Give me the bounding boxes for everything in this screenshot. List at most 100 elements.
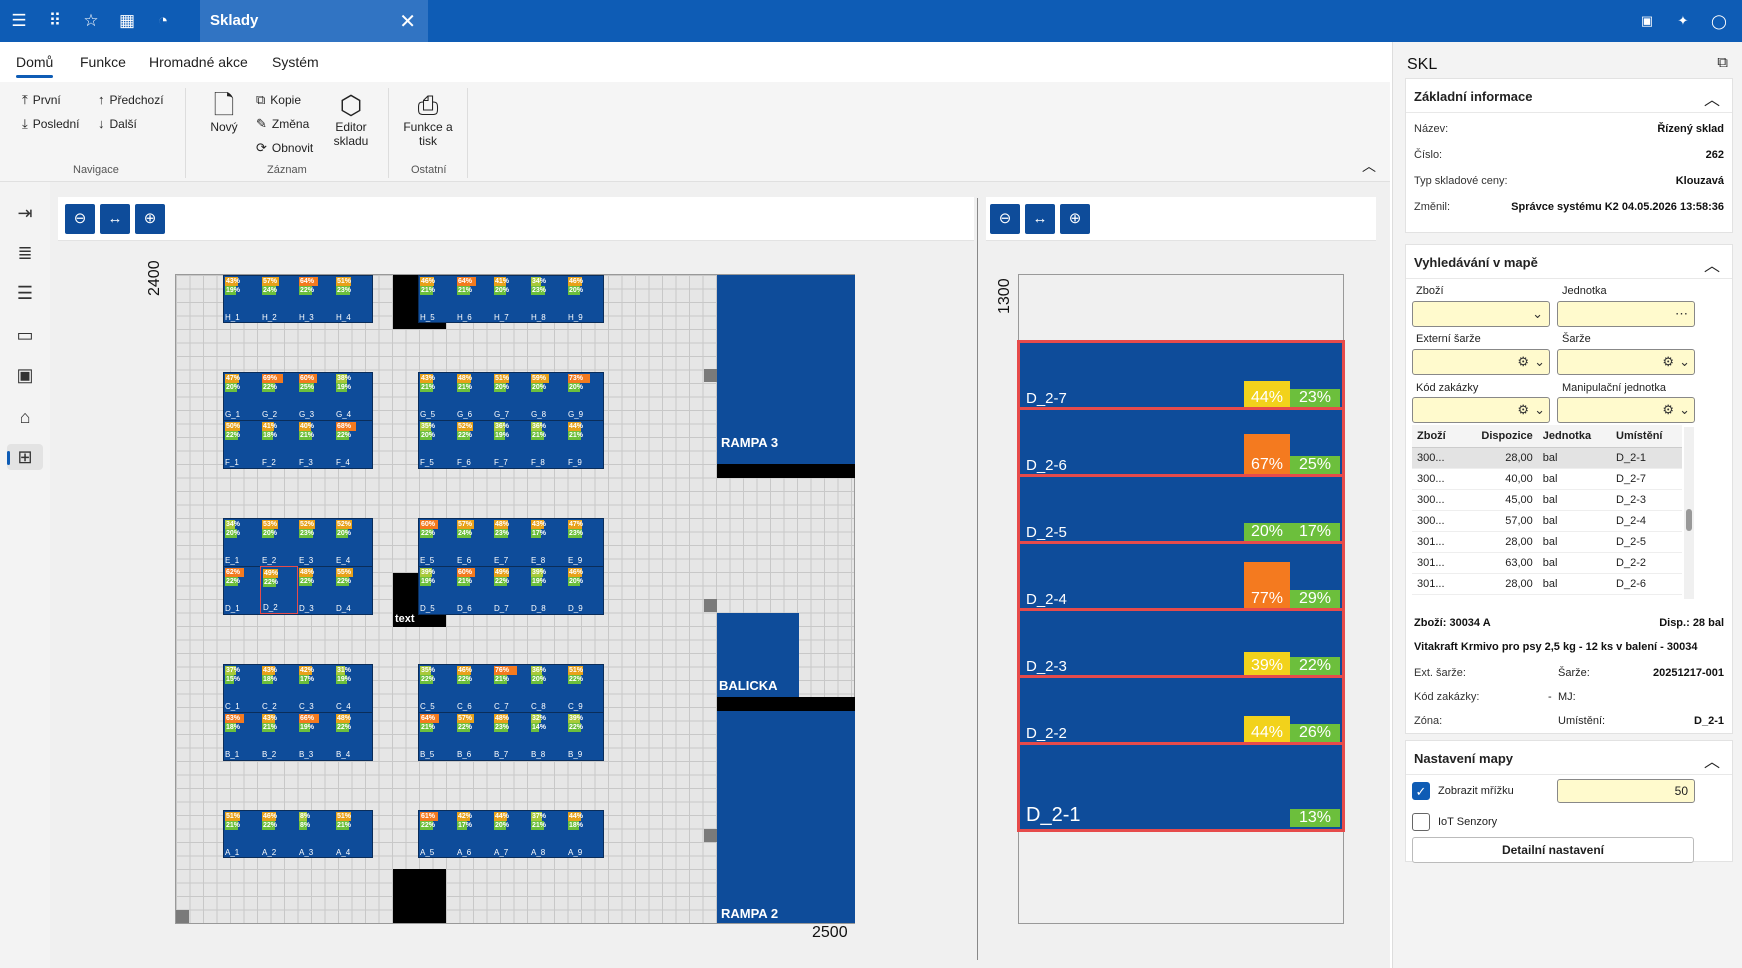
more-icon[interactable]: ⌄ — [1679, 402, 1690, 417]
storage-cell[interactable]: 35% 20% F_5 — [418, 420, 456, 468]
storage-cell[interactable]: 63% 18% B_1 — [223, 712, 261, 760]
table-row[interactable]: 300... 28,00 bal D_2-1 — [1412, 447, 1682, 469]
settings-card-header[interactable]: Nastavení mapy ︿ — [1406, 741, 1732, 775]
batch-input[interactable]: ⚙ ⌄ — [1557, 349, 1695, 375]
warehouse-editor-button[interactable]: ⬡ Editor skladu — [328, 90, 374, 148]
col-unit[interactable]: Jednotka — [1537, 425, 1612, 448]
storage-cell[interactable]: 60% 25% G_3 — [297, 372, 335, 420]
tab-sklady[interactable]: Sklady ✕ — [200, 0, 428, 42]
storage-cell[interactable]: 40% 21% F_3 — [297, 420, 335, 468]
storage-cell[interactable]: 51% 21% A_1 — [223, 810, 261, 858]
zone-rampa3[interactable]: RAMPA 3 — [717, 275, 855, 464]
storage-cell[interactable]: 51% 21% A_4 — [334, 810, 372, 858]
slot-D_2-5[interactable]: D_2-5 20% 17% — [1017, 474, 1345, 546]
storage-cell[interactable]: 43% 17% E_8 — [529, 518, 567, 566]
storage-cell[interactable]: 35% 22% C_5 — [418, 664, 456, 712]
sign-in-icon[interactable]: ⇥ — [17, 203, 33, 223]
storage-cell[interactable]: 57% 22% B_6 — [455, 712, 493, 760]
storage-cell[interactable]: 52% 22% F_6 — [455, 420, 493, 468]
gear-icon[interactable]: ⚙ — [1662, 402, 1674, 417]
storage-cell[interactable]: 46% 22% C_6 — [455, 664, 493, 712]
slot-D_2-6[interactable]: D_2-6 67% 25% — [1017, 407, 1345, 479]
storage-cell[interactable]: 52% 20% E_4 — [334, 518, 372, 566]
storage-cell[interactable]: 36% 19% F_7 — [492, 420, 530, 468]
storage-cell[interactable]: 38% 19% G_4 — [334, 372, 372, 420]
storage-cell[interactable]: 47% 20% G_1 — [223, 372, 261, 420]
grid-size-input[interactable]: 50 — [1557, 779, 1695, 803]
storage-cell[interactable]: 69% 22% G_2 — [260, 372, 298, 420]
more-icon[interactable]: ⌄ — [1534, 402, 1545, 417]
storage-cell[interactable]: 46% 21% H_5 — [418, 275, 456, 323]
last-button[interactable]: ⤓ Poslední — [22, 116, 79, 132]
apps-grid-icon[interactable]: ⠿ — [48, 11, 62, 30]
table-scrollbar[interactable] — [1684, 427, 1694, 599]
storage-cell[interactable]: 60% 21% D_6 — [455, 566, 493, 614]
storage-cell[interactable]: 37% 15% C_1 — [223, 664, 261, 712]
storage-cell[interactable]: 46% 20% D_9 — [566, 566, 604, 614]
storage-cell[interactable]: 73% 20% G_9 — [566, 372, 604, 420]
storage-cell[interactable]: 51% 20% G_7 — [492, 372, 530, 420]
storage-cell[interactable]: 42% 17% C_3 — [297, 664, 335, 712]
storage-cell[interactable]: 68% 22% F_4 — [334, 420, 372, 468]
storage-cell[interactable]: 41% 18% F_2 — [260, 420, 298, 468]
slot-D_2-4[interactable]: D_2-4 77% 29% — [1017, 541, 1345, 613]
gear-icon[interactable]: ⚙ — [1517, 354, 1529, 369]
storage-cell[interactable]: 76% 21% C_7 — [492, 664, 530, 712]
zoom-out-icon[interactable]: ⊖ — [65, 204, 95, 234]
history-clock-icon[interactable]: ◔ — [157, 11, 169, 30]
storage-cell[interactable]: 39% 19% D_8 — [529, 566, 567, 614]
info-card-header[interactable]: Základní informace ︿ — [1406, 79, 1732, 113]
storage-cell[interactable]: 51% 22% C_9 — [566, 664, 604, 712]
storage-cell[interactable]: 42% 17% A_6 — [455, 810, 493, 858]
menu-icon[interactable]: ☰ — [11, 11, 27, 30]
storage-cell[interactable]: 32% 14% B_8 — [529, 712, 567, 760]
close-tab-icon[interactable]: ✕ — [399, 11, 416, 33]
storage-cell[interactable]: 44% 18% A_9 — [566, 810, 604, 858]
iot-sensors-checkbox[interactable] — [1412, 813, 1430, 831]
warehouse-map[interactable]: RAMPA 3 BALICKA RAMPA 2 text 43% 19% H_1 57… — [175, 274, 855, 924]
storage-cell[interactable]: 47% 23% E_9 — [566, 518, 604, 566]
new-button[interactable]: 🗋 Nový — [204, 90, 244, 134]
storage-cell[interactable]: 44% 21% F_9 — [566, 420, 604, 468]
detail-settings-button[interactable]: Detailní nastavení — [1412, 837, 1694, 863]
slot-D_2-3[interactable]: D_2-3 39% 22% — [1017, 608, 1345, 680]
storage-cell[interactable]: 36% 21% F_8 — [529, 420, 567, 468]
storage-cell[interactable]: 39% 19% D_5 — [418, 566, 456, 614]
zoom-out-icon[interactable]: ⊖ — [990, 204, 1020, 234]
goods-select[interactable]: ⌄ — [1412, 301, 1550, 327]
storage-cell[interactable]: 52% 23% E_3 — [297, 518, 335, 566]
storage-cell[interactable]: 61% 22% A_5 — [418, 810, 456, 858]
database-icon[interactable]: ≣ — [17, 243, 33, 263]
handling-unit-input[interactable]: ⚙ ⌄ — [1557, 397, 1695, 423]
menu-system[interactable]: Systém — [272, 54, 319, 70]
scroll-thumb[interactable] — [1686, 509, 1692, 531]
refresh-button[interactable]: ⟳ Obnovit — [256, 140, 313, 156]
table-row[interactable]: 300... 57,00 bal D_2-4 — [1412, 510, 1682, 532]
storage-cell[interactable]: 57% 24% H_2 — [260, 275, 298, 323]
unit-input[interactable]: ⋯ — [1557, 301, 1695, 327]
storage-cell[interactable]: 43% 21% G_5 — [418, 372, 456, 420]
col-disposition[interactable]: Dispozice — [1460, 425, 1538, 448]
storage-cell[interactable]: 8% 8% A_3 — [297, 810, 335, 858]
storage-cell[interactable]: 50% 22% F_1 — [223, 420, 261, 468]
slot-D_2-1[interactable]: D_2-1 13% — [1017, 742, 1345, 832]
map-icon[interactable]: ⊞ — [7, 444, 43, 470]
storage-cell[interactable]: 31% 19% C_4 — [334, 664, 372, 712]
storage-cell[interactable]: 43% 21% B_2 — [260, 712, 298, 760]
list-icon[interactable]: ☰ — [16, 283, 34, 303]
storage-cell[interactable]: 55% 22% D_4 — [334, 566, 372, 614]
menu-functions[interactable]: Funkce — [80, 54, 126, 70]
search-card-header[interactable]: Vyhledávání v mapě ︿ — [1406, 245, 1732, 279]
favorites-star-icon[interactable]: ☆ — [83, 11, 99, 30]
storage-cell[interactable]: 60% 22% E_5 — [418, 518, 456, 566]
chevron-up-icon[interactable]: ︿ — [1703, 258, 1720, 275]
slot-D_2-2[interactable]: D_2-2 44% 26% — [1017, 675, 1345, 747]
table-row[interactable]: 301... 63,00 bal D_2-2 — [1412, 552, 1682, 574]
storage-cell[interactable]: 49% 22% D_2 — [260, 566, 298, 614]
fit-width-icon[interactable]: ↔ — [1025, 204, 1055, 234]
storage-cell[interactable]: 36% 20% C_8 — [529, 664, 567, 712]
table-row[interactable]: 301... 28,00 bal D_2-5 — [1412, 531, 1682, 553]
warehouse-settings-icon[interactable]: ⌂ — [19, 407, 31, 427]
panel-divider[interactable] — [977, 198, 978, 960]
rack-block[interactable] — [418, 275, 604, 323]
